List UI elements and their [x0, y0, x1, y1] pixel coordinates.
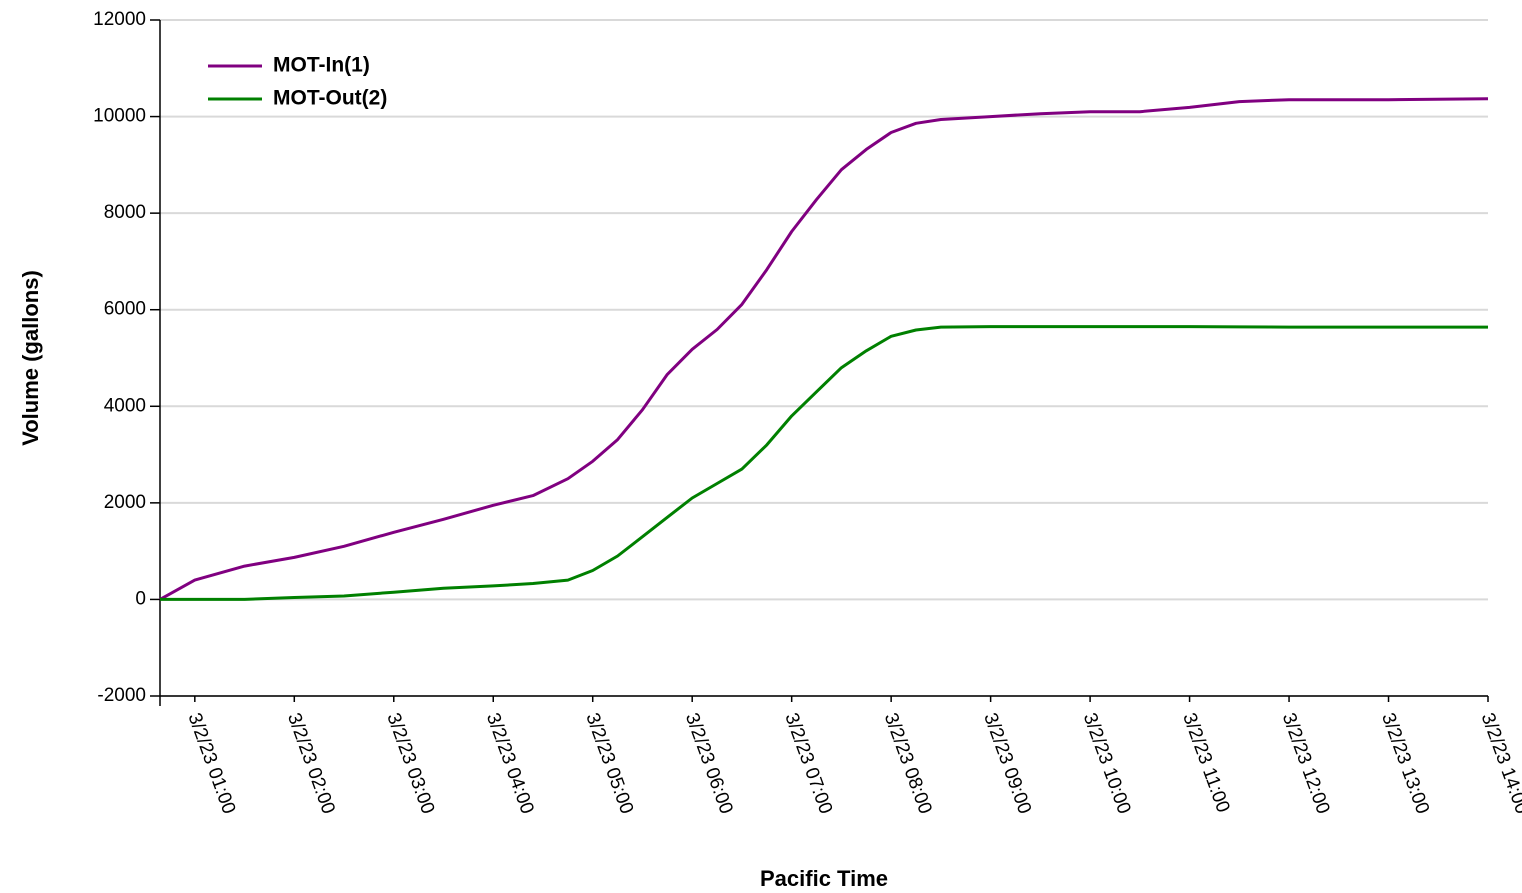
x-tick-label: 3/2/23 10:00	[1079, 710, 1135, 816]
line-series	[159, 97, 1489, 601]
x-tick-label: 3/2/23 09:00	[979, 710, 1035, 816]
x-tick-label: 3/2/23 04:00	[482, 710, 538, 816]
y-tick-label: 8000	[104, 202, 146, 223]
y-tick-label: 2000	[104, 492, 146, 513]
x-tick-label: 3/2/23 02:00	[283, 710, 339, 816]
x-tick-label: 3/2/23 13:00	[1377, 710, 1433, 816]
x-tick-label: 3/2/23 11:00	[1178, 710, 1233, 815]
x-tick-label: 3/2/23 05:00	[581, 710, 637, 816]
x-tick-label: 3/2/23 06:00	[681, 710, 737, 816]
y-tick-label: 4000	[104, 395, 146, 416]
x-tick-label: 3/2/23 01:00	[183, 710, 239, 816]
legend-label: MOT-Out(2)	[273, 87, 387, 110]
legend-label: MOT-In(1)	[273, 54, 370, 77]
x-tick-label: 3/2/23 08:00	[880, 710, 936, 816]
y-tick-label: -2000	[97, 685, 146, 706]
x-axis-title: Pacific Time	[760, 866, 888, 891]
y-axis-title: Volume (gallons)	[18, 270, 43, 446]
y-tick-label: 10000	[93, 106, 146, 127]
x-tick-label: 3/2/23 03:00	[382, 710, 438, 816]
y-tick-label: 0	[135, 588, 146, 609]
y-tick-label: 12000	[93, 9, 146, 30]
line-series	[160, 325, 1488, 601]
x-tick-label: 3/2/23 12:00	[1278, 710, 1334, 816]
x-tick-label: 3/2/23 14:00	[1477, 710, 1522, 816]
x-tick-label: 3/2/23 07:00	[780, 710, 836, 816]
y-tick-label: 6000	[104, 299, 146, 320]
